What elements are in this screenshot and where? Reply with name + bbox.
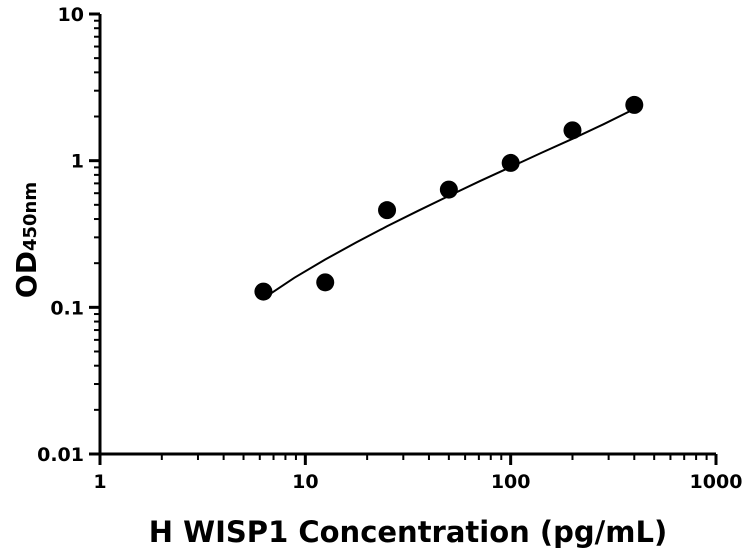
y-axis-title: OD450nm <box>10 182 43 298</box>
fit-curve <box>262 108 635 300</box>
x-tick-label: 1 <box>93 471 106 493</box>
y-tick-label: 10 <box>58 4 84 26</box>
data-point <box>378 201 397 220</box>
data-point <box>563 121 582 140</box>
y-axis-title-main: OD <box>10 251 43 298</box>
x-tick-label: 100 <box>491 471 531 493</box>
data-point <box>254 282 273 301</box>
x-axis-title: H WISP1 Concentration (pg/mL) <box>149 515 667 549</box>
x-tick-label: 1000 <box>690 471 743 493</box>
y-ticks: 0.01 0.1 1 10 <box>37 4 100 466</box>
x-ticks: 1 10 100 1000 <box>93 454 742 493</box>
data-point <box>501 153 520 172</box>
data-point <box>625 95 644 114</box>
data-point <box>316 273 335 292</box>
data-point <box>439 180 458 199</box>
y-tick-label: 0.1 <box>50 297 84 319</box>
data-points <box>254 95 644 301</box>
y-tick-label: 1 <box>71 151 84 173</box>
x-tick-label: 10 <box>292 471 318 493</box>
y-axis-title-sub: 450nm <box>20 182 41 251</box>
y-tick-label: 0.01 <box>37 444 84 466</box>
